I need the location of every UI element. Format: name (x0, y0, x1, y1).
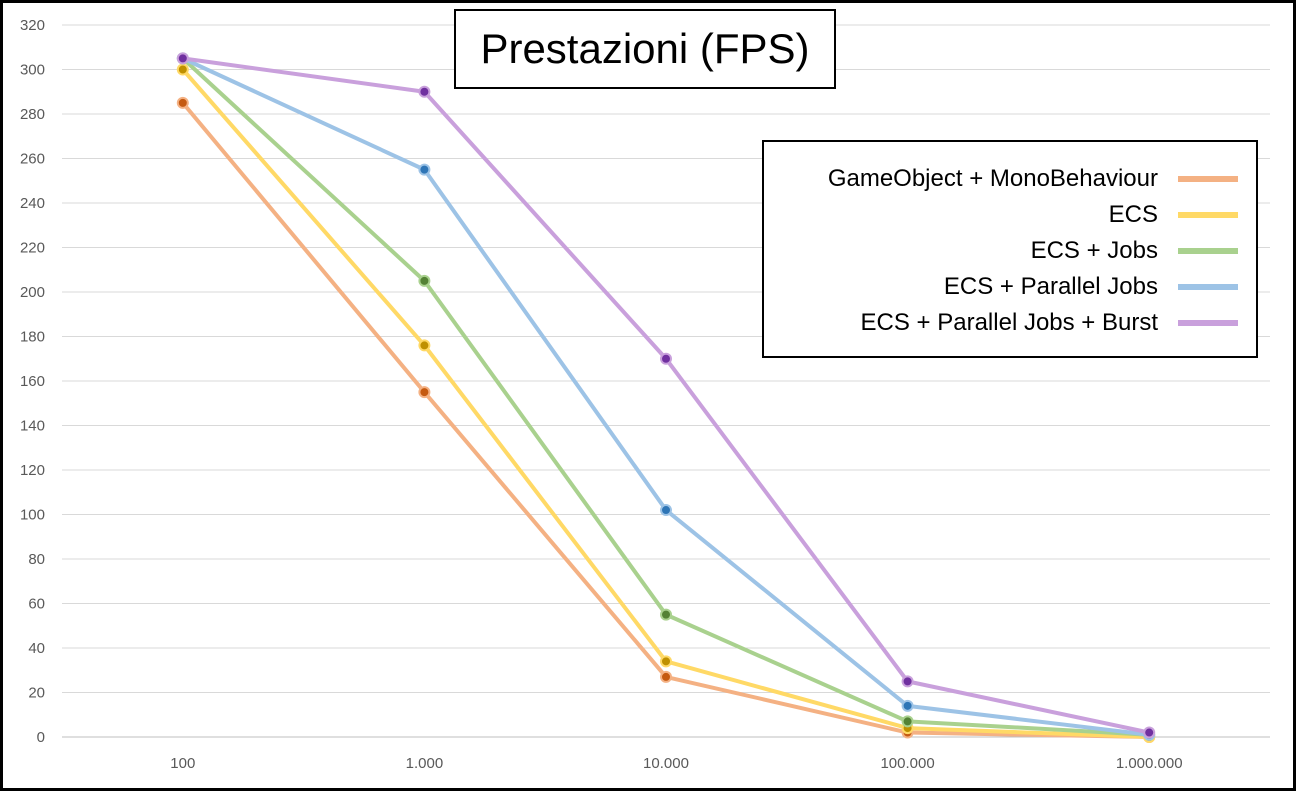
data-point (660, 352, 672, 365)
legend-item: GameObject + MonoBehaviour (764, 161, 1256, 197)
y-tick-label: 320 (20, 17, 45, 34)
legend: GameObject + MonoBehaviour ECS ECS + Job… (762, 140, 1258, 358)
y-tick-label: 0 (37, 729, 45, 746)
legend-label: ECS + Parallel Jobs (943, 273, 1158, 300)
legend-swatch (1178, 320, 1238, 326)
data-point (418, 163, 431, 176)
x-axis-ticks: 100 1.000 10.000 100.000 1.000.000 (170, 755, 1182, 772)
legend-swatch (1178, 248, 1238, 254)
legend-label: ECS + Jobs (1030, 237, 1158, 264)
y-tick-label: 80 (28, 551, 45, 568)
legend-swatch (1178, 212, 1238, 218)
data-point (901, 675, 914, 688)
legend-item: ECS + Parallel Jobs + Burst (764, 305, 1256, 341)
y-tick-label: 40 (28, 640, 45, 657)
legend-label: GameObject + MonoBehaviour (827, 165, 1158, 192)
legend-label: ECS + Parallel Jobs + Burst (860, 309, 1158, 336)
data-point (901, 715, 914, 728)
gridlines (62, 24, 1270, 738)
legend-item: ECS + Parallel Jobs (764, 269, 1256, 305)
y-tick-label: 240 (20, 195, 45, 212)
y-tick-label: 200 (20, 284, 45, 301)
y-tick-label: 260 (20, 151, 45, 168)
data-point (418, 274, 431, 287)
data-point (1143, 726, 1156, 739)
data-point (660, 504, 672, 517)
y-tick-label: 160 (20, 373, 45, 390)
x-tick-label: 10.000 (643, 755, 689, 772)
data-point (660, 608, 672, 621)
data-point (176, 63, 189, 76)
x-tick-label: 1.000.000 (1116, 755, 1183, 772)
data-point (418, 85, 431, 98)
data-point (660, 655, 672, 668)
chart-title: Prestazioni (FPS) (454, 9, 836, 89)
y-tick-label: 220 (20, 240, 45, 257)
legend-swatch (1178, 176, 1238, 182)
data-point (660, 670, 672, 683)
y-tick-label: 280 (20, 106, 45, 123)
y-tick-label: 60 (28, 596, 45, 613)
y-tick-label: 300 (20, 62, 45, 79)
legend-item: ECS (764, 197, 1256, 233)
legend-label: ECS (1108, 201, 1158, 228)
x-tick-label: 100 (170, 755, 195, 772)
y-tick-label: 100 (20, 507, 45, 524)
data-point (418, 339, 431, 352)
series-lines (176, 52, 1156, 743)
data-point (176, 52, 189, 65)
data-point (176, 96, 189, 109)
x-tick-label: 100.000 (880, 755, 934, 772)
legend-swatch (1178, 284, 1238, 290)
y-tick-label: 140 (20, 418, 45, 435)
data-point (901, 699, 914, 712)
y-tick-label: 120 (20, 462, 45, 479)
legend-item: ECS + Jobs (764, 233, 1256, 269)
data-point (418, 386, 431, 399)
y-axis-ticks: 0 20 40 60 80 100 120 140 160 180 200 220 240 260 280 3… (20, 17, 45, 746)
y-tick-label: 20 (28, 685, 45, 702)
x-tick-label: 1.000 (406, 755, 444, 772)
y-tick-label: 180 (20, 329, 45, 346)
